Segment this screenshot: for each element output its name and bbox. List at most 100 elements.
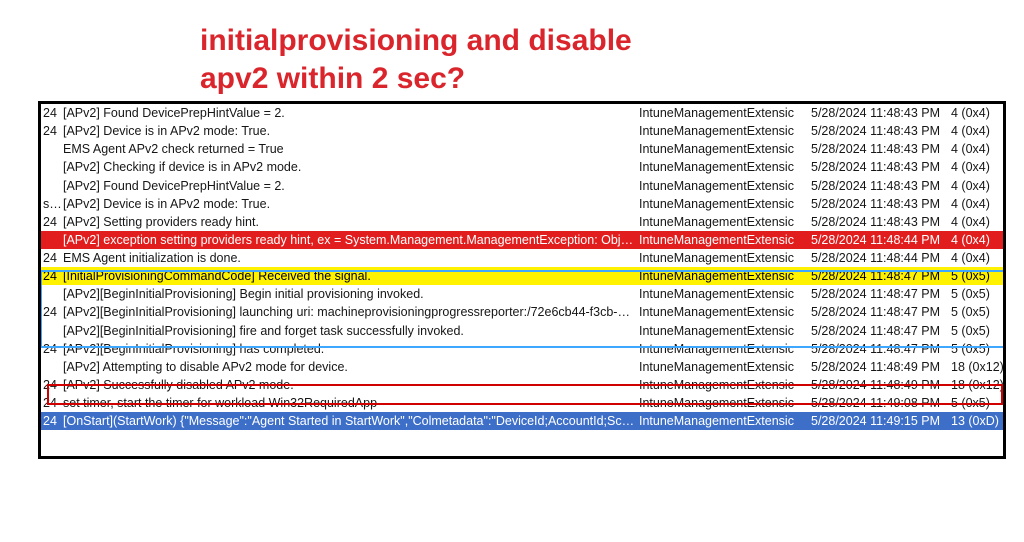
- log-code: 4 (0x4): [949, 249, 1006, 267]
- log-msg: [APv2] Device is in APv2 mode: True.: [61, 122, 637, 140]
- log-pre: [41, 358, 61, 376]
- table-row[interactable]: 24[APv2][BeginInitialProvisioning] has c…: [41, 340, 1006, 358]
- table-row[interactable]: [APv2] Checking if device is in APv2 mod…: [41, 158, 1006, 176]
- log-time: 5/28/2024 11:49:15 PM: [809, 412, 949, 430]
- log-src: IntuneManagementExtensic: [637, 140, 809, 158]
- log-time: 5/28/2024 11:49:08 PM: [809, 394, 949, 412]
- headline-line2: apv2 within 2 sec?: [200, 62, 465, 95]
- table-row[interactable]: 24[APv2] Found DevicePrepHintValue = 2.I…: [41, 104, 1006, 122]
- log-msg: [APv2] Found DevicePrepHintValue = 2.: [61, 104, 637, 122]
- headline: initialprovisioning and disable apv2 wit…: [200, 22, 1024, 97]
- log-time: 5/28/2024 11:48:43 PM: [809, 122, 949, 140]
- log-code: 5 (0x5): [949, 267, 1006, 285]
- log-time: 5/28/2024 11:48:47 PM: [809, 267, 949, 285]
- table-row[interactable]: 24[APv2] Successfully disabled APv2 mode…: [41, 376, 1006, 394]
- table-row[interactable]: 24[APv2][BeginInitialProvisioning] launc…: [41, 303, 1006, 321]
- log-code: 13 (0xD): [949, 412, 1006, 430]
- table-row[interactable]: [APv2] Found DevicePrepHintValue = 2.Int…: [41, 177, 1006, 195]
- log-pre: 24: [41, 104, 61, 122]
- log-code: 5 (0x5): [949, 340, 1006, 358]
- log-src: IntuneManagementExtensic: [637, 303, 809, 321]
- log-pre: [41, 140, 61, 158]
- log-code: 4 (0x4): [949, 158, 1006, 176]
- log-pre: ssa: [41, 195, 61, 213]
- log-msg: [APv2] Checking if device is in APv2 mod…: [61, 158, 637, 176]
- table-row[interactable]: [APv2] Attempting to disable APv2 mode f…: [41, 358, 1006, 376]
- table-row[interactable]: 24[OnStart](StartWork) {"Message":"Agent…: [41, 412, 1006, 430]
- table-row[interactable]: [APv2][BeginInitialProvisioning] fire an…: [41, 322, 1006, 340]
- log-time: 5/28/2024 11:48:43 PM: [809, 213, 949, 231]
- table-row[interactable]: 24[APv2] Setting providers ready hint.In…: [41, 213, 1006, 231]
- log-code: 4 (0x4): [949, 177, 1006, 195]
- log-src: IntuneManagementExtensic: [637, 158, 809, 176]
- log-table[interactable]: 24[APv2] Found DevicePrepHintValue = 2.I…: [41, 104, 1006, 430]
- log-msg: [APv2][BeginInitialProvisioning] fire an…: [61, 322, 637, 340]
- table-row[interactable]: 24set timer, start the timer for workloa…: [41, 394, 1006, 412]
- log-panel: 24[APv2] Found DevicePrepHintValue = 2.I…: [38, 101, 1006, 459]
- log-time: 5/28/2024 11:48:49 PM: [809, 358, 949, 376]
- log-code: 5 (0x5): [949, 322, 1006, 340]
- log-time: 5/28/2024 11:48:44 PM: [809, 231, 949, 249]
- log-msg: [APv2] Found DevicePrepHintValue = 2.: [61, 177, 637, 195]
- log-msg: [APv2] Device is in APv2 mode: True.: [61, 195, 637, 213]
- log-pre: 24: [41, 249, 61, 267]
- headline-line1: initialprovisioning and disable: [200, 24, 632, 57]
- table-row[interactable]: 24[APv2] Device is in APv2 mode: True.In…: [41, 122, 1006, 140]
- log-code: 5 (0x5): [949, 394, 1006, 412]
- log-src: IntuneManagementExtensic: [637, 376, 809, 394]
- table-row[interactable]: [APv2] exception setting providers ready…: [41, 231, 1006, 249]
- log-src: IntuneManagementExtensic: [637, 340, 809, 358]
- log-pre: 24: [41, 303, 61, 321]
- log-msg: [APv2][BeginInitialProvisioning] launchi…: [61, 303, 637, 321]
- log-pre: 24: [41, 267, 61, 285]
- log-time: 5/28/2024 11:48:43 PM: [809, 158, 949, 176]
- log-msg: [APv2] exception setting providers ready…: [61, 231, 637, 249]
- log-src: IntuneManagementExtensic: [637, 394, 809, 412]
- log-code: 18 (0x12): [949, 376, 1006, 394]
- log-src: IntuneManagementExtensic: [637, 104, 809, 122]
- log-pre: 24: [41, 394, 61, 412]
- log-time: 5/28/2024 11:48:49 PM: [809, 376, 949, 394]
- log-code: 4 (0x4): [949, 195, 1006, 213]
- log-msg: [APv2] Setting providers ready hint.: [61, 213, 637, 231]
- log-src: IntuneManagementExtensic: [637, 358, 809, 376]
- log-pre: 24: [41, 122, 61, 140]
- log-code: 4 (0x4): [949, 140, 1006, 158]
- log-pre: [41, 177, 61, 195]
- log-code: 4 (0x4): [949, 213, 1006, 231]
- log-time: 5/28/2024 11:48:43 PM: [809, 104, 949, 122]
- log-msg: [APv2] Attempting to disable APv2 mode f…: [61, 358, 637, 376]
- log-code: 4 (0x4): [949, 122, 1006, 140]
- log-time: 5/28/2024 11:48:43 PM: [809, 140, 949, 158]
- log-time: 5/28/2024 11:48:47 PM: [809, 322, 949, 340]
- log-src: IntuneManagementExtensic: [637, 322, 809, 340]
- log-msg: EMS Agent initialization is done.: [61, 249, 637, 267]
- log-msg: [OnStart](StartWork) {"Message":"Agent S…: [61, 412, 637, 430]
- log-src: IntuneManagementExtensic: [637, 285, 809, 303]
- log-pre: 24: [41, 213, 61, 231]
- table-row[interactable]: [APv2][BeginInitialProvisioning] Begin i…: [41, 285, 1006, 303]
- log-time: 5/28/2024 11:48:47 PM: [809, 303, 949, 321]
- log-src: IntuneManagementExtensic: [637, 195, 809, 213]
- log-pre: 24: [41, 340, 61, 358]
- log-msg: [APv2] Successfully disabled APv2 mode.: [61, 376, 637, 394]
- table-row[interactable]: EMS Agent APv2 check returned = TrueIntu…: [41, 140, 1006, 158]
- table-row[interactable]: ssa[APv2] Device is in APv2 mode: True.I…: [41, 195, 1006, 213]
- log-msg: [APv2][BeginInitialProvisioning] Begin i…: [61, 285, 637, 303]
- table-row[interactable]: 24EMS Agent initialization is done.Intun…: [41, 249, 1006, 267]
- log-code: 5 (0x5): [949, 285, 1006, 303]
- log-pre: [41, 322, 61, 340]
- log-pre: [41, 231, 61, 249]
- log-pre: 24: [41, 412, 61, 430]
- log-src: IntuneManagementExtensic: [637, 177, 809, 195]
- log-msg: set timer, start the timer for workload …: [61, 394, 637, 412]
- log-src: IntuneManagementExtensic: [637, 249, 809, 267]
- log-msg: EMS Agent APv2 check returned = True: [61, 140, 637, 158]
- log-code: 5 (0x5): [949, 303, 1006, 321]
- log-src: IntuneManagementExtensic: [637, 231, 809, 249]
- log-src: IntuneManagementExtensic: [637, 122, 809, 140]
- log-pre: 24: [41, 376, 61, 394]
- log-msg: [APv2][BeginInitialProvisioning] has com…: [61, 340, 637, 358]
- log-src: IntuneManagementExtensic: [637, 213, 809, 231]
- table-row[interactable]: 24[InitialProvisioningCommandCode] Recei…: [41, 267, 1006, 285]
